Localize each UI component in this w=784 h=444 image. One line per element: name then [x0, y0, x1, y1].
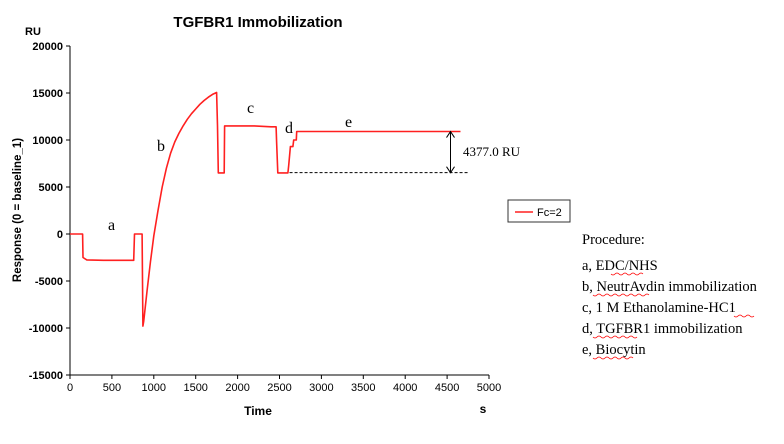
x-tick-label: 2500	[267, 382, 291, 394]
x-tick-label: 1500	[183, 382, 207, 394]
segment-label-c: c	[247, 100, 254, 117]
segment-label-a: a	[108, 217, 115, 234]
y-unit-label: RU	[25, 26, 41, 38]
legend-box	[507, 199, 571, 223]
y-tick-label: 5000	[39, 182, 63, 194]
x-axis-label: Time	[244, 404, 272, 418]
spellcheck-underline	[592, 356, 634, 360]
x-tick-label: 0	[67, 382, 73, 394]
procedure-heading: Procedure:	[582, 232, 645, 248]
x-tick-label: 3000	[309, 382, 333, 394]
x-tick-label: 4500	[435, 382, 459, 394]
x-tick-label: 5000	[477, 382, 501, 394]
y-tick-label: 20000	[32, 41, 63, 53]
spellcheck-underline	[733, 314, 755, 318]
x-tick-label: 4000	[393, 382, 417, 394]
procedure-item-e: e, Biocytin	[582, 342, 646, 358]
x-tick-label: 2000	[225, 382, 249, 394]
spellcheck-underline	[592, 293, 650, 297]
segment-label-d: d	[285, 120, 293, 137]
y-axis-label: Response (0 = baseline_1)	[12, 138, 24, 282]
x-tick-label: 3500	[351, 382, 375, 394]
procedure-item-b: b, NeutrAvdin immobilization	[582, 279, 758, 295]
annotation-arrowhead-up	[446, 130, 455, 138]
annotation-text: 4377.0 RU	[463, 144, 521, 159]
procedure-item-d: d, TGFBR1 immobilization	[582, 321, 743, 337]
legend-label: Fc=2	[537, 207, 562, 219]
procedure-item-a: a, EDC/NHS	[582, 258, 658, 274]
chart-title: TGFBR1 Immobilization	[173, 14, 342, 31]
segment-label-b: b	[157, 138, 165, 155]
legend: Fc=2	[507, 199, 571, 223]
series-line-fc2	[70, 91, 461, 327]
y-tick-label: 10000	[32, 135, 63, 147]
y-tick-label: -15000	[29, 370, 63, 382]
spellcheck-underline	[610, 272, 644, 276]
segment-label-e: e	[345, 114, 352, 131]
x-tick-label: 1000	[142, 382, 166, 394]
y-tick-label: -10000	[29, 323, 63, 335]
annotation-arrowhead-down	[446, 166, 455, 174]
y-tick-label: 0	[57, 229, 63, 241]
y-tick-label: 15000	[32, 88, 63, 100]
spellcheck-underline	[592, 335, 638, 339]
procedure-list: Procedure: a, EDC/NHS b, NeutrAvdin immo…	[582, 232, 758, 360]
x-tick-label: 500	[103, 382, 121, 394]
x-unit-label: s	[480, 402, 487, 416]
procedure-item-c: c, 1 M Ethanolamine-HC1	[582, 300, 736, 316]
y-tick-label: -5000	[35, 276, 63, 288]
